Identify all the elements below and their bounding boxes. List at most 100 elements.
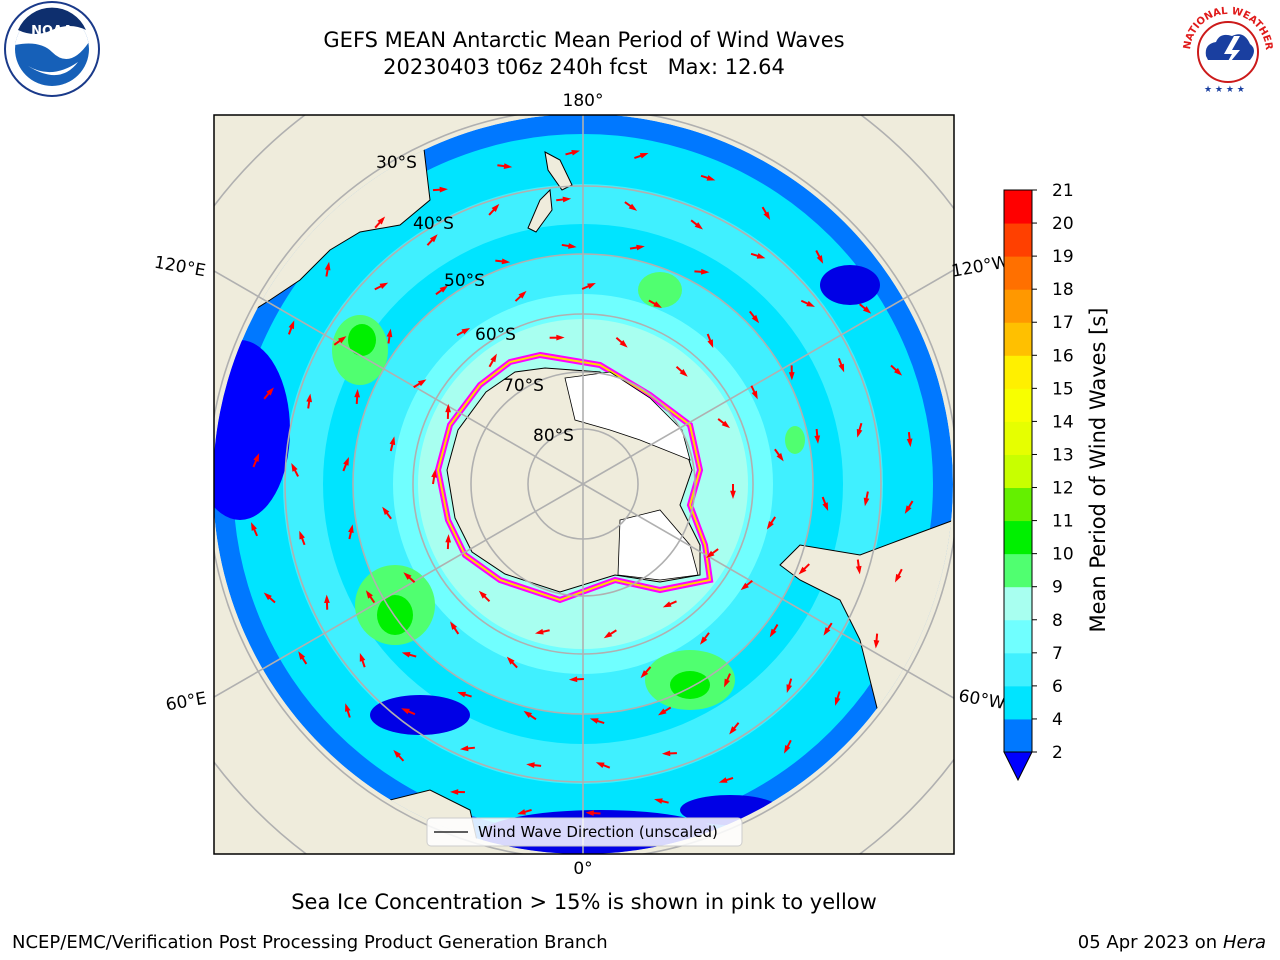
wave-direction-arrowhead — [694, 222, 703, 230]
wave-direction-arrowhead — [263, 592, 272, 601]
wave-direction-arrowhead — [445, 403, 451, 413]
wave-direction-arrowhead — [534, 628, 544, 635]
lon-label-60w: 60°W — [957, 686, 1007, 714]
wave-direction-arrowhead — [706, 175, 716, 181]
wave-direction-arrowhead — [873, 640, 880, 649]
colorbar-tick-label: 21 — [1052, 181, 1074, 201]
wave-direction-arrowhead — [628, 203, 638, 211]
colorbar-label: Mean Period of Wind Waves [s] — [1086, 308, 1110, 633]
wind-wave-arrows — [250, 149, 914, 817]
wave-direction-arrowhead — [619, 340, 628, 348]
wave-direction-arrowhead — [450, 621, 458, 630]
wave-direction-arrowhead — [359, 653, 366, 662]
wave-direction-arrowhead — [431, 469, 437, 478]
colorbar-bin — [1004, 322, 1032, 356]
colorbar-tick-label: 19 — [1052, 247, 1074, 267]
colorbar-bin — [1004, 190, 1032, 224]
colorbar-bin — [1004, 355, 1032, 389]
wave-direction-arrowhead — [798, 566, 807, 575]
svg-text:★ ★ ★ ★: ★ ★ ★ ★ — [1204, 85, 1245, 95]
wave-direction-arrowhead — [751, 314, 760, 324]
colorbar-tick-label: 2 — [1052, 743, 1063, 763]
wave-direction-arrowhead — [595, 762, 605, 768]
wave-direction-arrowhead — [401, 651, 411, 658]
wave-direction-arrowhead — [250, 522, 257, 531]
wave-direction-arrowhead — [429, 234, 438, 243]
wave-direction-arrowhead — [587, 283, 596, 289]
wave-direction-arrowhead — [517, 809, 526, 815]
wave-direction-arrowhead — [457, 691, 466, 698]
colorbar-bin — [1004, 652, 1032, 687]
nws-logo: NATIONAL WEATHER SERVICE ★ ★ ★ ★ — [1176, 0, 1274, 96]
wave-direction-arrowhead — [751, 390, 758, 400]
wave-direction-arrowhead — [571, 149, 581, 156]
wave-direction-arrowhead — [862, 306, 872, 314]
wave-direction-arrowhead — [721, 420, 731, 429]
wave-direction-arrowhead — [729, 726, 737, 735]
credit-branch: NCEP/EMC/Verification Post Processing Pr… — [12, 932, 608, 953]
map-legend: Wind Wave Direction (unscaled) — [426, 817, 743, 847]
map-frame — [213, 114, 955, 855]
lat-label-30s: 30°S — [376, 153, 417, 173]
colorbar-extend-below — [1003, 751, 1033, 782]
wave-direction-arrowhead — [348, 524, 354, 534]
wave-direction-arrowhead — [501, 258, 511, 265]
chart-subtitle: 20230403 t06z 240h fcst Max: 12.64 — [383, 55, 785, 79]
wave-direction-arrowhead — [776, 453, 784, 462]
wave-direction-arrowhead — [838, 363, 845, 373]
svg-text:NOAA: NOAA — [31, 24, 73, 39]
wave-direction-arrowhead — [814, 435, 821, 444]
wave-direction-arrowhead — [403, 572, 412, 580]
noaa-logo: NOAA — [4, 1, 100, 97]
colorbar-bin — [1004, 685, 1032, 720]
wave-direction-arrowhead — [730, 490, 736, 499]
wave-direction-arrowhead — [679, 369, 688, 377]
wave-direction-arrowhead — [603, 631, 613, 639]
wave-direction-arrowhead — [769, 628, 777, 638]
wave-direction-arrowhead — [445, 534, 452, 543]
wave-direction-arrowhead — [401, 708, 410, 715]
wave-direction-arrowhead — [823, 627, 831, 636]
colorbar-bin — [1004, 718, 1032, 753]
colorbar-bin — [1004, 223, 1032, 257]
wave-direction-arrowhead — [253, 453, 260, 462]
wave-direction-arrowhead — [299, 530, 305, 540]
colorbar-tick-label: 4 — [1052, 710, 1063, 730]
wave-direction-arrowhead — [718, 777, 728, 783]
wave-direction-arrowhead — [816, 255, 824, 264]
colorbar-tick-label: 10 — [1052, 545, 1074, 565]
sea-ice-note: Sea Ice Concentration > 15% is shown in … — [291, 890, 877, 914]
wave-direction-arrowhead — [863, 497, 870, 507]
wave-direction-arrowhead — [503, 163, 513, 169]
wave-direction-arrowhead — [491, 203, 500, 212]
wave-direction-arrowhead — [724, 678, 730, 688]
wave-direction-arrowhead — [439, 285, 449, 293]
wave-direction-arrowhead — [636, 244, 645, 251]
wave-direction-arrowhead — [556, 334, 565, 341]
wave-direction-arrowhead — [657, 708, 667, 716]
wave-direction-arrowhead — [786, 684, 793, 693]
colorbar-tick-label: 14 — [1052, 412, 1074, 432]
wave-direction-arrowhead — [266, 387, 274, 396]
chart-title: GEFS MEAN Antarctic Mean Period of Wind … — [323, 28, 845, 52]
wave-direction-arrowhead — [894, 367, 903, 376]
wave-direction-arrowhead — [306, 393, 313, 403]
wave-direction-arrowhead — [707, 339, 714, 348]
colorbar-tick-label: 18 — [1052, 280, 1074, 300]
wave-direction-arrowhead — [706, 550, 715, 559]
colorbar-bin — [1004, 520, 1032, 555]
wave-direction-arrowhead — [365, 590, 373, 599]
lon-label-60e: 60°E — [164, 689, 208, 716]
lat-label-50s: 50°S — [444, 271, 485, 291]
wave-direction-arrowhead — [324, 594, 330, 604]
wave-direction-arrowhead — [439, 186, 448, 193]
lat-label-80s: 80°S — [533, 426, 574, 446]
lon-label-120e: 120°E — [153, 253, 207, 282]
wave-direction-arrowhead — [324, 261, 331, 271]
wave-direction-arrowhead — [699, 636, 708, 645]
colorbar-bin — [1004, 289, 1032, 323]
wave-direction-arrowhead — [377, 216, 386, 225]
wave-direction-arrowhead — [766, 520, 774, 530]
wave-direction-arrowhead — [562, 196, 572, 203]
colorbar-tick-label: 11 — [1052, 512, 1074, 532]
